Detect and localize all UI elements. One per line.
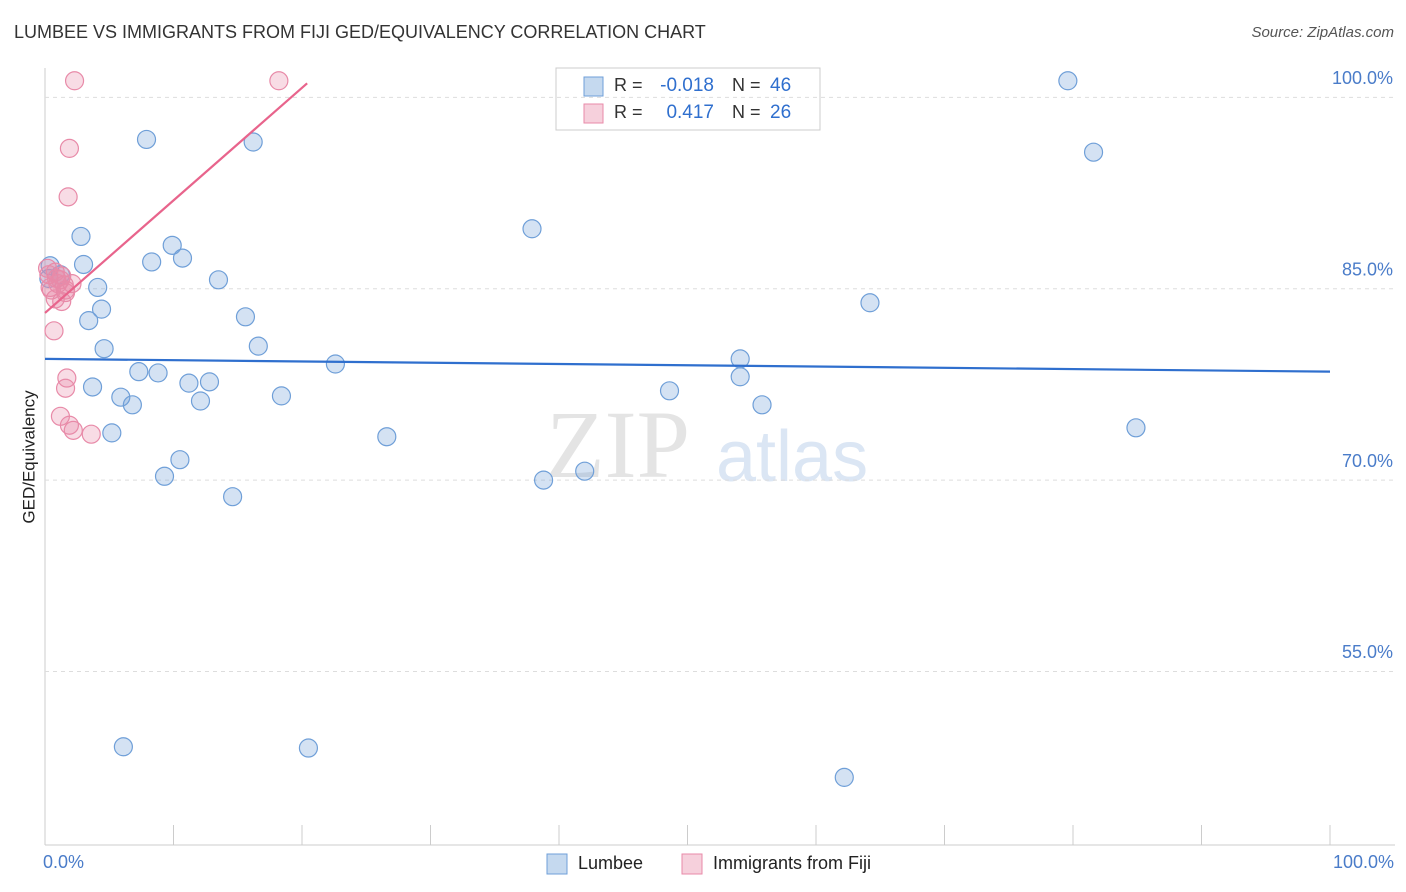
point <box>1058 71 1078 91</box>
legend-value: 46 <box>770 75 791 96</box>
y-tick-label: 55.0% <box>1342 642 1393 662</box>
legend-value: 26 <box>770 102 791 123</box>
y-tick-label: 85.0% <box>1342 259 1393 279</box>
legend-box <box>555 67 821 131</box>
point <box>58 187 78 207</box>
point <box>81 424 101 444</box>
point <box>659 381 680 401</box>
point <box>73 254 94 275</box>
point <box>62 274 82 294</box>
legend-label: N = <box>732 75 761 95</box>
point <box>752 395 772 415</box>
point <box>199 372 220 392</box>
point <box>94 339 114 359</box>
point <box>82 377 103 397</box>
point <box>154 466 175 486</box>
trend-line <box>44 357 1331 373</box>
legend-swatch <box>546 853 568 875</box>
point <box>39 265 59 285</box>
legend-swatch <box>681 853 703 875</box>
source: Source: ZipAtlas.com <box>1251 24 1394 41</box>
y-tick-label: 100.0% <box>1332 68 1393 88</box>
point <box>57 368 77 388</box>
point <box>71 226 91 247</box>
legend-label: N = <box>732 102 761 122</box>
legend-value: -0.018 <box>660 75 714 96</box>
point <box>162 235 182 255</box>
point <box>575 461 595 481</box>
point <box>834 767 854 787</box>
point <box>1083 142 1104 162</box>
watermark: ZIP <box>546 391 690 498</box>
point <box>55 378 76 398</box>
point <box>122 395 142 415</box>
legend-label: R = <box>614 102 643 122</box>
legend-label: R = <box>614 75 643 95</box>
point <box>64 71 85 91</box>
point <box>243 132 263 152</box>
point <box>59 415 80 435</box>
watermark: atlas <box>716 417 868 497</box>
y-axis-label: GED/Equivalency <box>19 390 38 524</box>
point <box>113 737 133 757</box>
point <box>111 387 131 407</box>
legend-entry: Immigrants from Fiji <box>713 853 871 873</box>
point <box>129 362 149 382</box>
chart-title: LUMBEE VS IMMIGRANTS FROM FIJI GED/EQUIV… <box>14 22 706 42</box>
point <box>533 470 554 490</box>
point <box>522 219 542 239</box>
legend-swatch <box>583 76 604 97</box>
point <box>91 299 112 319</box>
point <box>235 307 256 327</box>
point <box>1126 418 1146 438</box>
legend-swatch <box>583 103 604 124</box>
point <box>44 321 64 341</box>
point <box>59 138 80 158</box>
x-tick-label: 0.0% <box>43 852 84 872</box>
point <box>271 386 292 406</box>
point <box>298 738 319 758</box>
point <box>41 280 62 300</box>
point <box>63 420 83 440</box>
point <box>223 487 243 507</box>
point <box>377 427 397 447</box>
point <box>79 311 99 331</box>
point <box>148 363 168 383</box>
point <box>248 336 268 356</box>
point <box>136 129 157 150</box>
point <box>269 71 289 91</box>
point <box>172 248 193 268</box>
point <box>88 277 108 298</box>
point <box>170 450 190 470</box>
point <box>142 252 162 272</box>
trend-line <box>44 82 308 314</box>
point <box>325 354 346 374</box>
point <box>179 373 199 393</box>
point <box>190 391 211 411</box>
legend-entry: Lumbee <box>578 853 643 873</box>
x-tick-label: 100.0% <box>1333 852 1394 872</box>
y-tick-label: 70.0% <box>1342 451 1393 471</box>
point <box>730 367 750 387</box>
legend-value: 0.417 <box>666 102 714 123</box>
point <box>860 293 880 313</box>
point <box>208 270 229 290</box>
point <box>102 423 122 443</box>
